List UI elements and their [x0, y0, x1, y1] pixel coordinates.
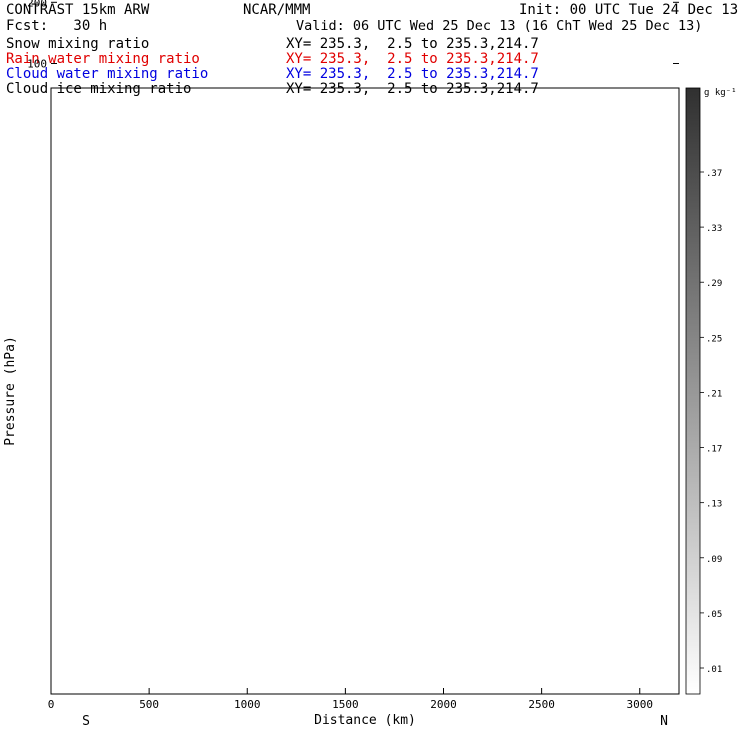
colorbar-label: .13	[706, 500, 722, 510]
colorbar-label: .37	[706, 169, 722, 179]
isotherm-label-bg	[76, 12, 104, 24]
isotherm-line	[51, 74, 679, 77]
low-marker: L	[461, 73, 467, 84]
plot-frame	[50, 87, 680, 695]
colorbar-label: .25	[706, 334, 722, 344]
x-tick-label: 2000	[430, 698, 457, 711]
model-title: CONTRAST 15km ARW	[6, 2, 150, 18]
isotherm-label-bg	[371, 70, 399, 82]
cloud-ice-contour	[90, 0, 424, 57]
field-ice-label: Cloud ice mixing ratio	[6, 81, 192, 97]
isotherm-label: -70	[375, 28, 394, 40]
colorbar-label: .01	[706, 665, 722, 675]
isotherm-line	[51, 17, 679, 18]
field-cloud-label: Cloud water mixing ratio	[6, 66, 209, 82]
isotherm-label-bg	[76, 0, 104, 10]
isotherm-label: -60	[375, 13, 394, 25]
high-marker: H	[396, 68, 402, 79]
isotherm-label: -60	[81, 13, 100, 25]
y-axis-title: Pressure (hPa)	[3, 336, 18, 446]
isotherm-label: -50	[611, 0, 630, 10]
isotherm-label-bg	[606, 0, 634, 9]
colorbar-label: .05	[706, 610, 722, 620]
valid-time: Valid: 06 UTC Wed 25 Dec 13 (16 ChT Wed …	[296, 18, 703, 34]
isotherm-label-bg	[606, 70, 634, 82]
x-axis-title: Distance (km)	[314, 713, 416, 728]
center-name: NCAR/MMM	[243, 2, 311, 18]
high-marker: H	[322, 56, 328, 67]
colorbar-label: .29	[706, 279, 722, 289]
forecast-hour: Fcst: 30 h	[6, 18, 108, 34]
isotherm-label-bg	[371, 27, 399, 39]
snow-value-label: .01208	[192, 7, 228, 18]
high-marker: H	[186, 19, 192, 30]
isotherm-label-bg	[371, 12, 399, 24]
init-time: Init: 00 UTC Tue 24 Dec 13	[519, 2, 739, 18]
snow-value-label: .00946	[326, 22, 362, 33]
x-tick-label: 2500	[528, 698, 555, 711]
field-rain-label: Rain water mixing ratio	[6, 51, 200, 67]
isotherm-line	[51, 32, 679, 34]
snow-value-label: .00874	[375, 0, 411, 8]
colorbar-label: .33	[706, 224, 722, 234]
colorbar-unit: g kg⁻¹	[704, 88, 737, 98]
field-snow-xy: XY= 235.3, 2.5 to 235.3,214.7	[286, 36, 539, 52]
snow-value-label: .001	[75, 52, 99, 63]
contour-extreme-label: -85.83	[624, 65, 660, 76]
snow-shading-2	[263, 0, 283, 38]
isotherm-label-bg	[76, 27, 104, 39]
y-tick-label: 200	[27, 0, 47, 9]
isotherm-label: -70	[611, 27, 630, 39]
isotherm-label: -60	[611, 13, 630, 25]
low-marker: L	[310, 74, 316, 85]
contour-extreme-label: -91.36	[306, 62, 342, 73]
isotherm-label: -70	[81, 28, 100, 40]
x-tick-label: 3000	[627, 698, 654, 711]
contour-extreme-label: -83.97	[67, 65, 103, 76]
x-tick-label: 1000	[234, 698, 261, 711]
field-rain-xy: XY= 235.3, 2.5 to 235.3,214.7	[286, 51, 539, 67]
isotherm-label: -50	[81, 0, 100, 11]
colorbar-label: .09	[706, 555, 722, 565]
isotherm-label: -50	[375, 0, 394, 11]
colorbar	[685, 87, 701, 695]
x-tick-label: 1500	[332, 698, 359, 711]
snow-value-label: .00070	[434, 31, 470, 42]
contour-extreme-label: -91.33	[237, 62, 273, 73]
low-marker: L	[616, 73, 622, 84]
colorbar-label: .17	[706, 445, 722, 455]
isotherm-label: -80	[375, 71, 394, 83]
snow-value-label: .02741	[247, 22, 283, 33]
y-tick-label: 100	[27, 58, 47, 71]
isotherm-label: -80	[611, 71, 630, 83]
contour-extreme-label: -86.36	[463, 65, 499, 76]
isotherm-label-bg	[606, 12, 634, 24]
field-snow-label: Snow mixing ratio	[6, 36, 150, 52]
field-ice-xy: XY= 235.3, 2.5 to 235.3,214.7	[286, 81, 539, 97]
snow-shading-0	[176, 0, 196, 60]
x-tick-label: 0	[48, 698, 55, 711]
x-end-label-left: S	[82, 714, 90, 729]
high-marker: H	[247, 31, 253, 42]
isotherm-line	[51, 2, 679, 5]
low-marker: L	[57, 73, 63, 84]
low-marker: L	[237, 74, 243, 85]
colorbar-label: .21	[706, 389, 722, 399]
x-end-label-right: N	[660, 714, 668, 729]
isotherm-label-bg	[606, 26, 634, 38]
x-tick-label: 500	[139, 698, 159, 711]
isotherm-label-bg	[76, 69, 104, 81]
field-cloud-xy: XY= 235.3, 2.5 to 235.3,214.7	[286, 66, 539, 82]
isotherm-label-bg	[371, 0, 399, 10]
isotherm-label: -80	[81, 70, 100, 82]
